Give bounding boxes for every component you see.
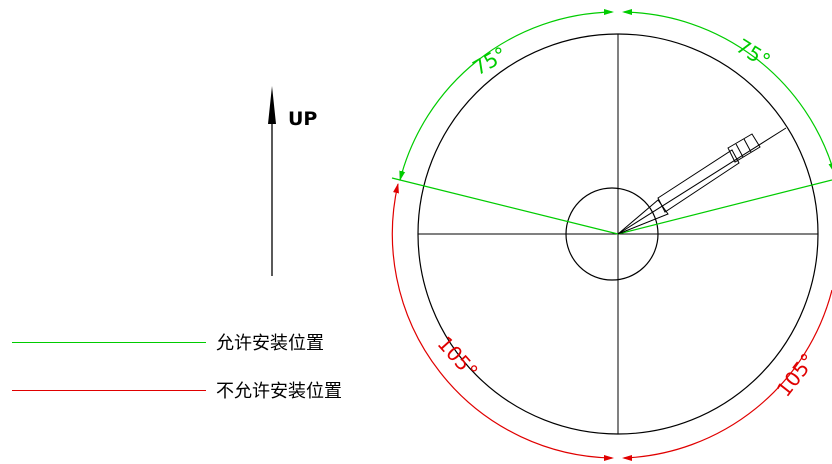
angle-label-bottom-right: 105° bbox=[772, 349, 821, 402]
legend-allowed-swatch bbox=[12, 341, 206, 343]
up-arrow bbox=[268, 86, 276, 276]
angle-label-top-right: 75° bbox=[732, 34, 775, 73]
legend-forbidden-label: 不允许安装位置 bbox=[216, 381, 342, 402]
legend-forbidden-swatch bbox=[12, 389, 206, 391]
arc-forbidden-left bbox=[391, 183, 613, 459]
up-label: UP bbox=[288, 108, 318, 130]
arc-allowed-left bbox=[399, 11, 613, 181]
angle-label-bottom-left: 105° bbox=[433, 331, 483, 383]
legend-allowed-label: 允许安装位置 bbox=[216, 333, 324, 354]
left-limit-line bbox=[391, 177, 619, 235]
angle-label-top-left: 75° bbox=[468, 42, 511, 81]
right-limit-line bbox=[617, 179, 832, 235]
legend-forbidden: 不允许安装位置 bbox=[12, 378, 342, 402]
sensor-probe bbox=[617, 127, 787, 235]
legend-allowed: 允许安装位置 bbox=[12, 330, 324, 354]
arc-allowed-right bbox=[623, 11, 832, 173]
arc-forbidden-right bbox=[623, 289, 832, 459]
